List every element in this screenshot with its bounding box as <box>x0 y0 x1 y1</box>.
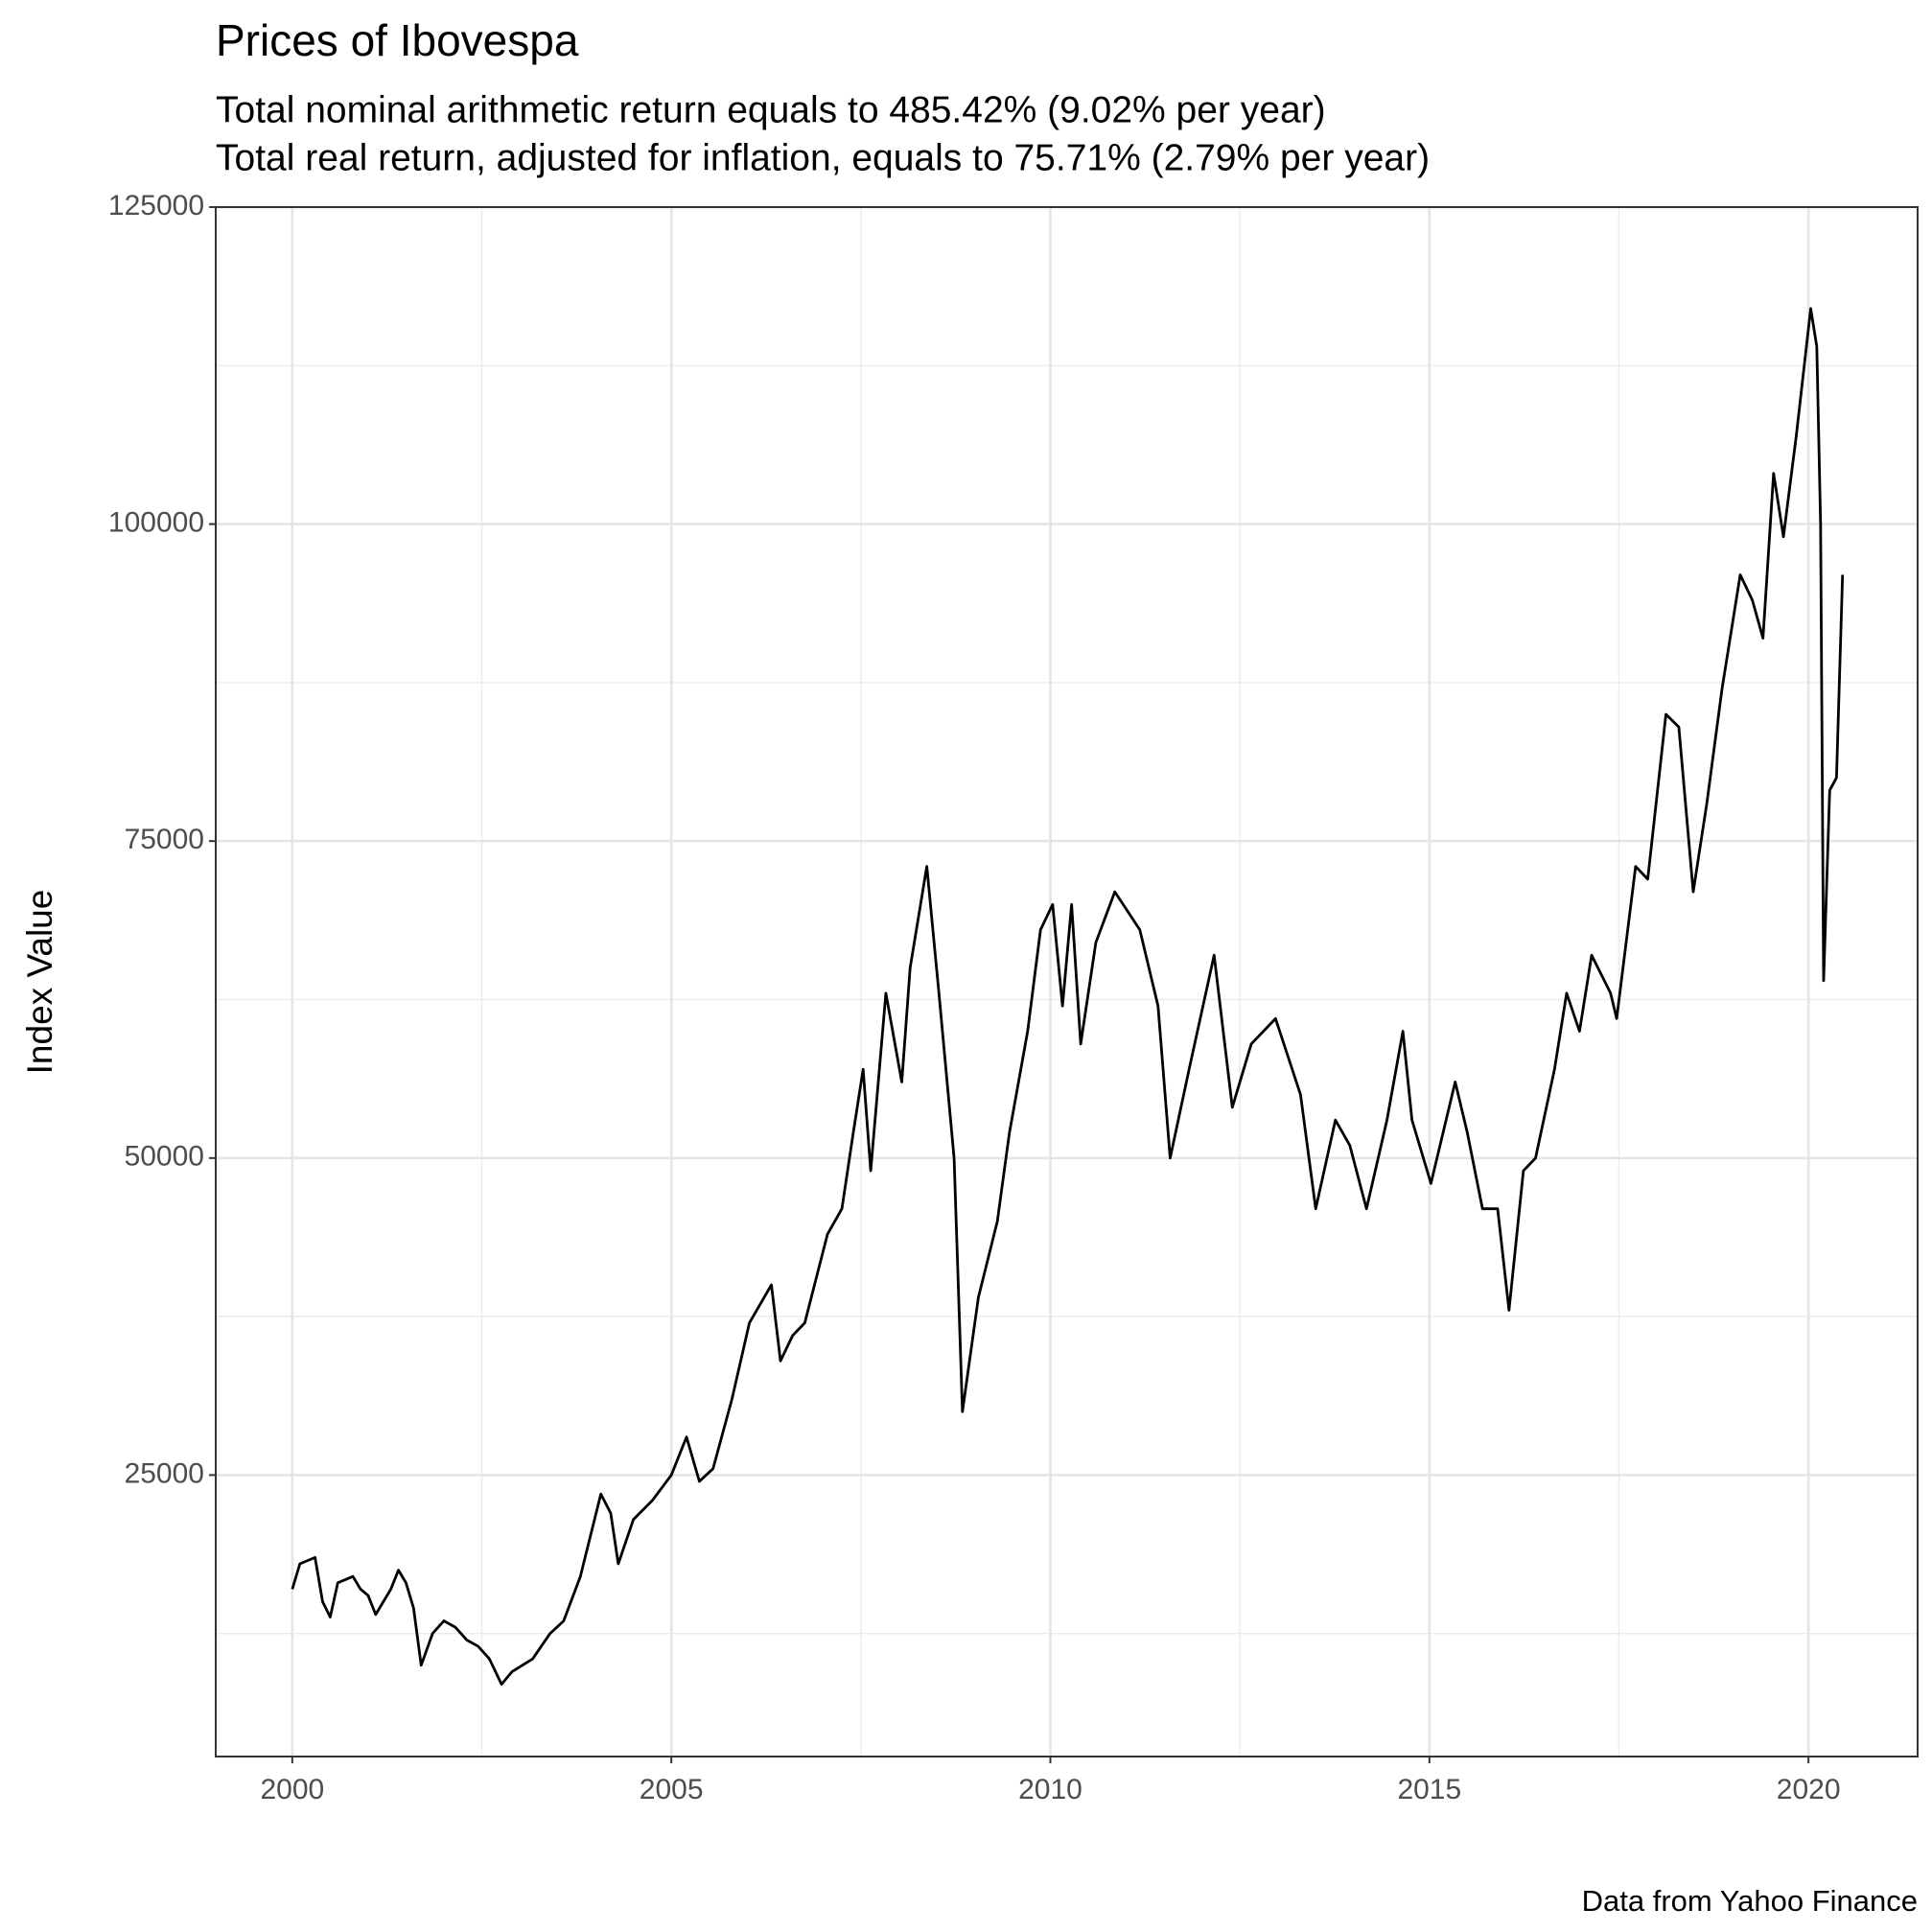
y-axis-title: Index Value <box>20 890 59 1075</box>
caption: Data from Yahoo Finance <box>1582 1884 1918 1918</box>
y-tick-label: 100000 <box>108 507 204 539</box>
chart-subtitle: Total real return, adjusted for inflatio… <box>216 137 1430 178</box>
x-tick-label: 2000 <box>260 1774 324 1805</box>
x-tick-label: 2015 <box>1397 1774 1461 1805</box>
x-tick-label: 2010 <box>1018 1774 1082 1805</box>
y-tick-label: 75000 <box>125 824 204 855</box>
x-tick-label: 2005 <box>640 1774 704 1805</box>
y-tick-label: 125000 <box>108 190 204 221</box>
chart-subtitle: Total nominal arithmetic return equals t… <box>216 89 1326 130</box>
y-tick-label: 25000 <box>125 1457 204 1489</box>
x-tick-label: 2020 <box>1777 1774 1841 1805</box>
price-line <box>291 307 1845 1687</box>
panel-border <box>215 206 1919 1757</box>
y-tick-label: 50000 <box>125 1141 204 1173</box>
chart-title: Prices of Ibovespa <box>216 15 579 65</box>
